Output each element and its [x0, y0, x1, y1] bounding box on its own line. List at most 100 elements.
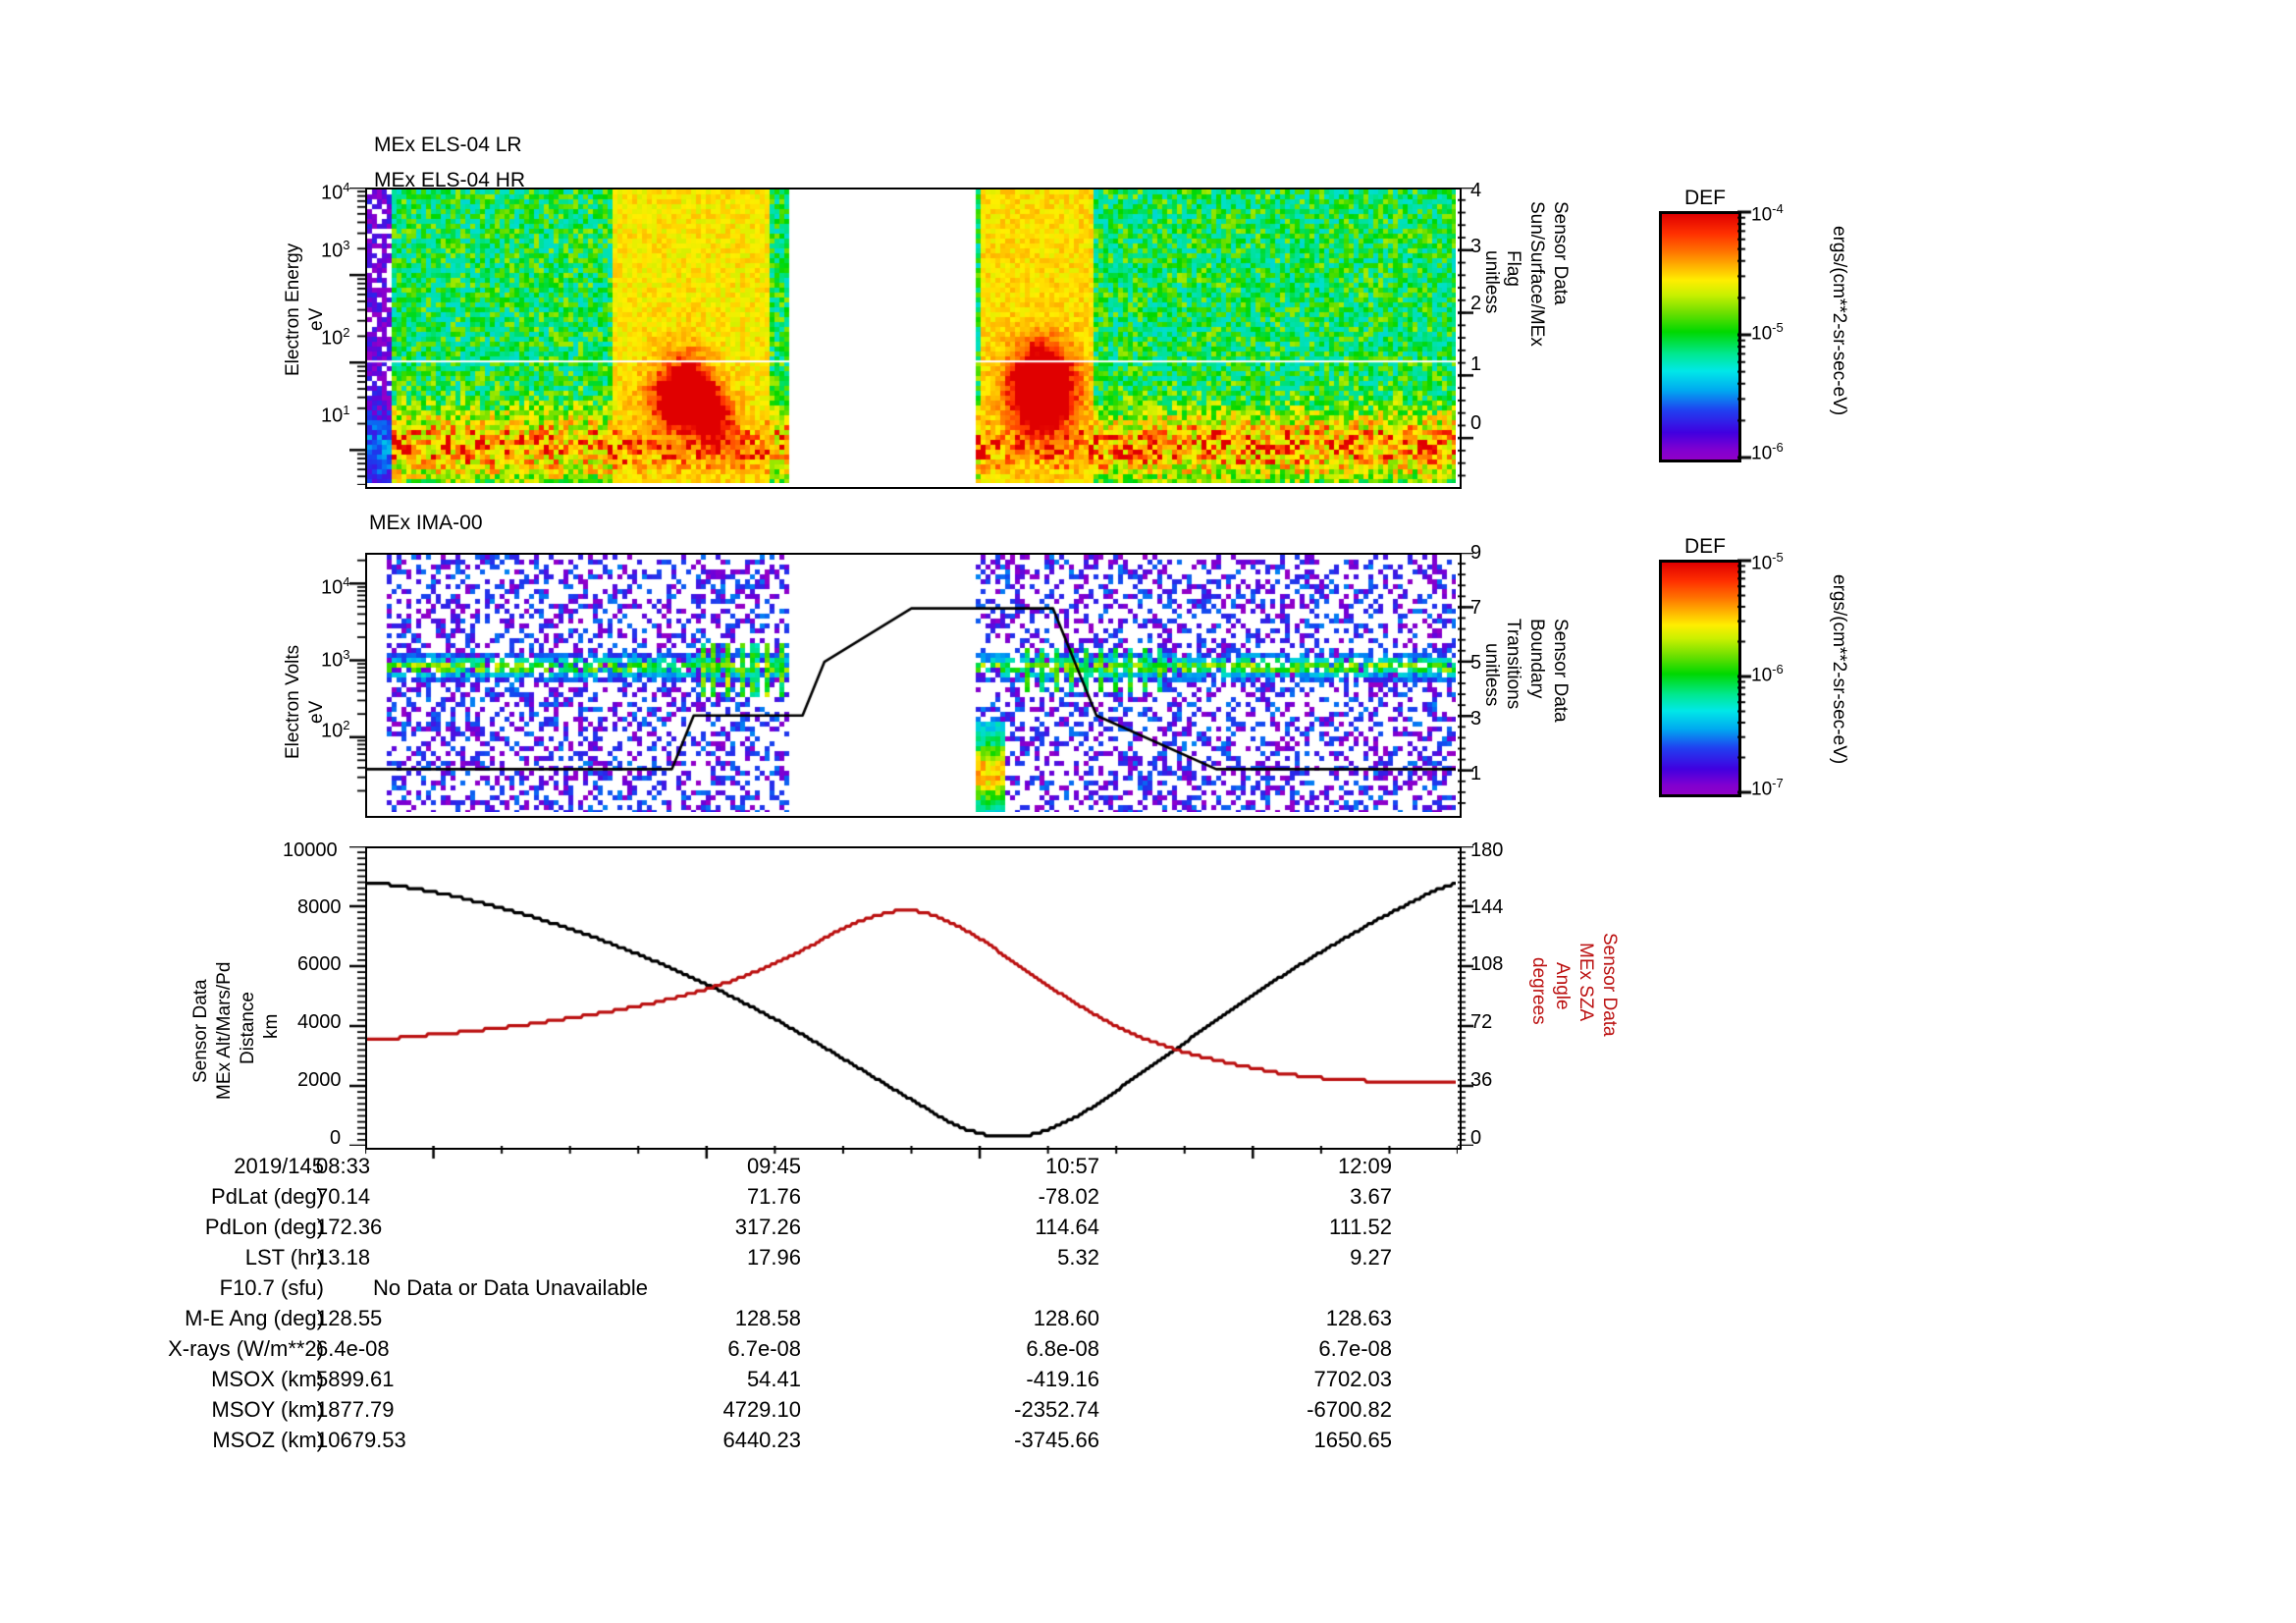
- table-row-label: 2019/145: [234, 1154, 324, 1178]
- panel2-rtick-0: 9: [1470, 542, 1482, 564]
- panel1-ytick-1: 103: [321, 238, 350, 262]
- table-cell: 5899.61: [316, 1367, 395, 1391]
- table-cell: -419.16: [1026, 1367, 1099, 1391]
- panel1-rtick-0: 4: [1470, 180, 1482, 201]
- table-cell: 6.4e-08: [316, 1336, 390, 1361]
- table-cell: 6.8e-08: [1026, 1336, 1099, 1361]
- table-cell: 128.55: [316, 1306, 383, 1330]
- colorbar1-mid-label: 10-5: [1751, 320, 1784, 345]
- table-cell: 6440.23: [722, 1428, 801, 1452]
- table-cell: 70.14: [316, 1184, 371, 1209]
- panel2-right-label-4: unitless: [1481, 643, 1502, 707]
- table-row-label: MSOX (km): [211, 1367, 324, 1391]
- panel3-ytick-5: 0: [330, 1127, 342, 1149]
- table-row-label: MSOY (km): [211, 1397, 324, 1422]
- panel1-right-label-1: Sensor Data: [1550, 201, 1571, 305]
- xaxis-ticks: [365, 1146, 1458, 1160]
- panel1-title-lr: MEx ELS-04 LR: [374, 134, 522, 156]
- colorbar2-title: DEF: [1684, 535, 1726, 558]
- table-row-label: LST (hr): [244, 1245, 324, 1270]
- panel3-right-label-2: MEx SZA: [1575, 943, 1596, 1022]
- colorbar1-ticks: [1737, 209, 1755, 460]
- table-cell: 111.52: [1328, 1215, 1392, 1239]
- panel1-right-label-4: unitless: [1481, 250, 1502, 314]
- panel3-right-label-4: degrees: [1528, 957, 1549, 1025]
- panel2-ytick-2: 102: [321, 718, 350, 742]
- panel3-lineplot[interactable]: [365, 846, 1462, 1150]
- colorbar1-bottom-label: 10-6: [1751, 440, 1784, 464]
- table-cell: 4729.10: [722, 1397, 801, 1422]
- panel1-rtick-3: 1: [1470, 353, 1482, 375]
- panel3-rtick-3: 72: [1470, 1011, 1493, 1033]
- table-cell: No Data or Data Unavailable: [373, 1275, 649, 1300]
- panel2-ytick-0: 104: [321, 574, 350, 599]
- table-cell: 7702.03: [1313, 1367, 1392, 1391]
- panel3-rtick-2: 108: [1470, 953, 1504, 975]
- colorbar2-mid-label: 10-6: [1751, 662, 1784, 686]
- table-cell: 128.58: [734, 1306, 801, 1330]
- colorbar2-gradient: [1662, 563, 1738, 794]
- colorbar1: [1659, 211, 1741, 462]
- table-cell: 128.63: [1325, 1306, 1392, 1330]
- table-row-label: F10.7 (sfu): [219, 1275, 324, 1300]
- panel2-title: MEx IMA-00: [369, 512, 483, 534]
- table-cell: 10:57: [1044, 1154, 1099, 1178]
- table-cell: 114.64: [1035, 1215, 1099, 1239]
- table-cell: 5.32: [1057, 1245, 1099, 1270]
- panel2-left-ticks: [349, 553, 365, 814]
- table-row-label: PdLon (deg): [204, 1215, 324, 1239]
- table-cell: 12:09: [1337, 1154, 1392, 1178]
- table-cell: 54.41: [746, 1367, 801, 1391]
- panel2-ylabel-line1: Electron Volts: [283, 644, 303, 760]
- panel2-right-ticks: [1458, 553, 1473, 814]
- panel1-ytick-2: 102: [321, 325, 350, 350]
- panel3-ytick-1: 8000: [297, 896, 342, 918]
- panel1-spectrogram[interactable]: [365, 188, 1462, 489]
- panel1-rtick-4: 0: [1470, 412, 1482, 434]
- ephemeris-table: 2019/145 08:33 09:45 10:57 12:09 PdLat (deg) 7…: [0, 1154, 2296, 1478]
- panel3-canvas: [367, 848, 1456, 1144]
- table-cell: 172.36: [316, 1215, 383, 1239]
- panel1-right-label-2: Sun/Surface/MEx: [1526, 201, 1547, 347]
- table-cell: 317.26: [734, 1215, 801, 1239]
- panel1-canvas: [367, 189, 1456, 483]
- table-cell: -6700.82: [1307, 1397, 1392, 1422]
- panel1-right-label-3: Flag: [1503, 250, 1523, 287]
- table-row-label: MSOZ (km): [212, 1428, 324, 1452]
- colorbar1-gradient: [1662, 214, 1738, 460]
- panel3-rtick-0: 180: [1470, 839, 1504, 861]
- panel2-right-label-3: Transitions: [1503, 619, 1523, 710]
- table-cell: 08:33: [316, 1154, 371, 1178]
- panel1-ylabel-line1: Electron Energy: [283, 243, 303, 376]
- panel3-right-ticks: [1458, 846, 1473, 1146]
- panel1-right-ticks: [1458, 188, 1473, 485]
- table-cell: 1650.65: [1313, 1428, 1392, 1452]
- panel3-ytick-0: 10000: [283, 839, 338, 861]
- panel3-ylabel-line1: Sensor Data: [190, 979, 211, 1083]
- table-cell: 6.7e-08: [727, 1336, 801, 1361]
- panel3-left-ticks: [349, 846, 365, 1146]
- panel2-right-label-1: Sensor Data: [1550, 619, 1571, 723]
- panel1-rtick-2: 2: [1470, 293, 1482, 314]
- table-cell: 1877.79: [316, 1397, 395, 1422]
- panel2-spectrogram[interactable]: [365, 553, 1462, 818]
- table-row-label: X-rays (W/m**2): [168, 1336, 324, 1361]
- table-cell: 10679.53: [316, 1428, 406, 1452]
- panel3-right-label-1: Sensor Data: [1599, 933, 1620, 1037]
- table-cell: 3.67: [1350, 1184, 1392, 1209]
- panel2-right-label-2: Boundary: [1526, 619, 1547, 699]
- colorbar2-ticks: [1737, 558, 1755, 795]
- colorbar1-title: DEF: [1684, 187, 1726, 209]
- panel3-rtick-5: 0: [1470, 1127, 1482, 1149]
- panel3-ylabel-line2: MEx Alt/Mars/Pd: [214, 961, 235, 1101]
- table-cell: -3745.66: [1014, 1428, 1099, 1452]
- table-row-label: M-E Ang (deg): [185, 1306, 324, 1330]
- table-cell: 9.27: [1350, 1245, 1392, 1270]
- panel3-ytick-4: 2000: [297, 1069, 342, 1091]
- panel2-rtick-1: 7: [1470, 597, 1482, 619]
- panel2-rtick-2: 5: [1470, 652, 1482, 674]
- panel1-ytick-0: 104: [321, 180, 350, 204]
- colorbar2-bottom-label: 10-7: [1751, 776, 1784, 800]
- panel2-ytick-1: 103: [321, 647, 350, 672]
- table-cell: 71.76: [746, 1184, 801, 1209]
